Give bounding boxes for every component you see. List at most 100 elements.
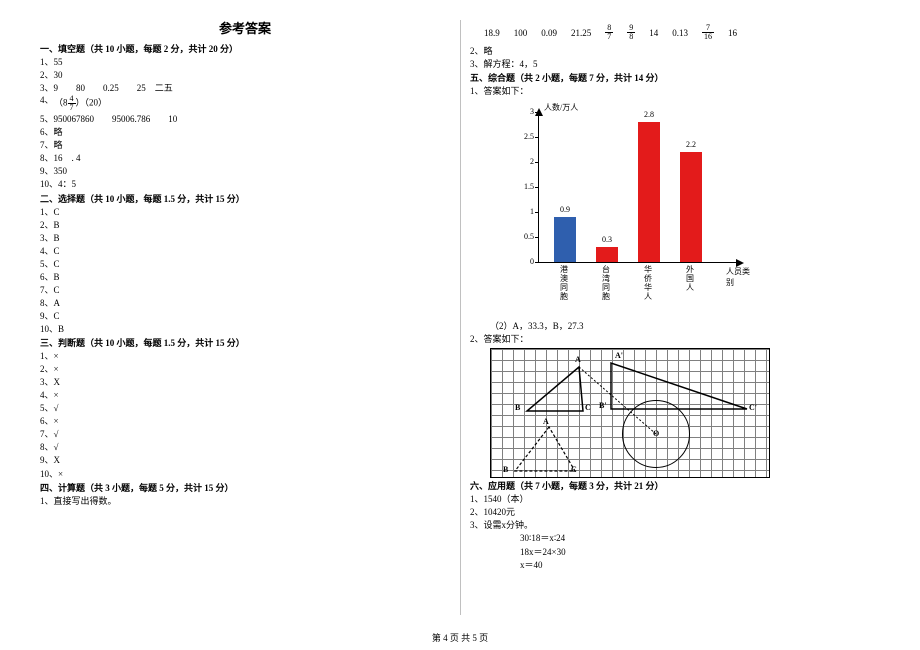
section-5-header: 五、综合题（共 2 小题，每题 7 分，共计 14 分） [470,72,880,85]
fraction-icon: 47 [68,95,76,112]
ans-line: 2、30 [40,69,450,82]
fraction-icon: 716 [702,24,714,41]
ans-line: 8、A [40,297,450,310]
val: 0.13 [672,28,688,38]
val: 0.09 [541,28,557,38]
y-tick: 2.5 [514,132,534,141]
val: 18.9 [484,28,500,38]
frac-suffix: ）（20） [76,98,108,108]
ans-line: 1、1540（本） [470,493,880,506]
ans-line: 6、B [40,271,450,284]
y-tick: 3 [514,107,534,116]
y-tick-mark [535,112,539,113]
ans-line: （2）A，33.3，B，27.3 [470,320,880,333]
y-tick-mark [535,237,539,238]
ans-line: 10、B [40,323,450,336]
ans-line: 7、C [40,284,450,297]
ans-line: 4、× [40,389,450,402]
val: 14 [649,28,658,38]
bar-value-label: 2.2 [680,140,702,149]
section-4-header: 四、计算题（共 3 小题，每题 5 分，共计 15 分） [40,482,450,495]
ans-line: 1、直接写出得数。 [40,495,450,508]
y-tick-mark [535,187,539,188]
diagram-label: C' [749,403,757,412]
y-tick: 0.5 [514,232,534,241]
bar-value-label: 2.8 [638,110,660,119]
ans-line: x＝40 [470,559,880,572]
page-footer: 第 4 页 共 5 页 [0,631,920,644]
ans-line: 3、解方程：4，5 [470,58,880,71]
y-tick-mark [535,262,539,263]
ans-line: 3、X [40,376,450,389]
ans-line: 8、16 . 4 [40,152,450,165]
ans-line: 8、√ [40,441,450,454]
ans-line: 7、略 [40,139,450,152]
x-tick-label: 台湾同胞 [596,266,616,301]
column-divider [460,20,461,615]
ans-line: 2、× [40,363,450,376]
ans-line: 2、10420元 [470,506,880,519]
diagram-label: A [543,417,549,426]
ans-line: 9、350 [40,165,450,178]
diagram-label: C [571,465,577,474]
ans-line: 6、略 [40,126,450,139]
y-tick: 0 [514,257,534,266]
diagram-label: B' [599,401,607,410]
ans-line: 1、× [40,350,450,363]
column-left: 参考答案 一、填空题（共 10 小题，每题 2 分，共计 20 分） 1、55 … [40,18,460,572]
diagram-label: A' [615,351,623,360]
chart-bar [596,247,618,262]
doc-title: 参考答案 [40,18,450,37]
bar-chart: 人数/万人 人员类别 00.511.522.530.9港澳同胞0.3台湾同胞2.… [496,102,756,282]
diagram-label: A [575,355,581,364]
section-3-header: 三、判断题（共 10 小题，每题 1.5 分，共计 15 分） [40,337,450,350]
y-tick-mark [535,162,539,163]
diagram-label: C [585,403,591,412]
y-tick: 2 [514,157,534,166]
geometry-diagram: A A' B B' C C' O C A B [490,348,770,478]
section-6-header: 六、应用题（共 7 小题，每题 3 分，共计 21 分） [470,480,880,493]
ans-line: 1、C [40,206,450,219]
fraction-icon: 87 [605,24,613,41]
x-axis-label: 人员类别 [726,266,756,288]
section-2-header: 二、选择题（共 10 小题，每题 1.5 分，共计 15 分） [40,193,450,206]
y-tick: 1.5 [514,182,534,191]
ans-line: 5、950067860 95006.786 10 [40,113,450,126]
val: 16 [728,28,737,38]
ans-line: 3、设需x分钟。 [470,519,880,532]
bar-value-label: 0.3 [596,235,618,244]
ans-line: 6、× [40,415,450,428]
chart-bar [680,152,702,262]
diagram-label: B [503,465,508,474]
y-axis-label: 人数/万人 [544,102,578,113]
chart-bar [638,122,660,262]
ans-line: 1、55 [40,56,450,69]
chart-bar [554,217,576,262]
ans-line: 2、B [40,219,450,232]
ans-line: 9、X [40,454,450,467]
calc-result-row: 18.9 100 0.09 21.25 87 98 14 0.13 716 16 [470,18,880,45]
ans-line: 2、答案如下： [470,333,880,346]
x-tick-label: 外国人 [680,266,700,292]
y-tick-mark [535,212,539,213]
ans-line: 7、√ [40,428,450,441]
column-right: 18.9 100 0.09 21.25 87 98 14 0.13 716 16… [460,18,880,572]
ans-line: 9、C [40,310,450,323]
val: 21.25 [571,28,591,38]
ans-line: 5、C [40,258,450,271]
ans-line: 18x＝24×30 [470,546,880,559]
ans-line: 1、答案如下： [470,85,880,98]
ans-line: 4、C [40,245,450,258]
x-tick-label: 港澳同胞 [554,266,574,301]
diagram-label: B [515,403,520,412]
y-tick: 1 [514,207,534,216]
val: 100 [514,28,528,38]
bar-value-label: 0.9 [554,205,576,214]
ans-line: 3、B [40,232,450,245]
ans-line: 2、略 [470,45,880,58]
ans-line: 10、× [40,468,450,481]
ans-line: 5、√ [40,402,450,415]
frac-prefix: （8 [54,98,68,108]
fraction-icon: 98 [627,24,635,41]
y-tick-mark [535,137,539,138]
